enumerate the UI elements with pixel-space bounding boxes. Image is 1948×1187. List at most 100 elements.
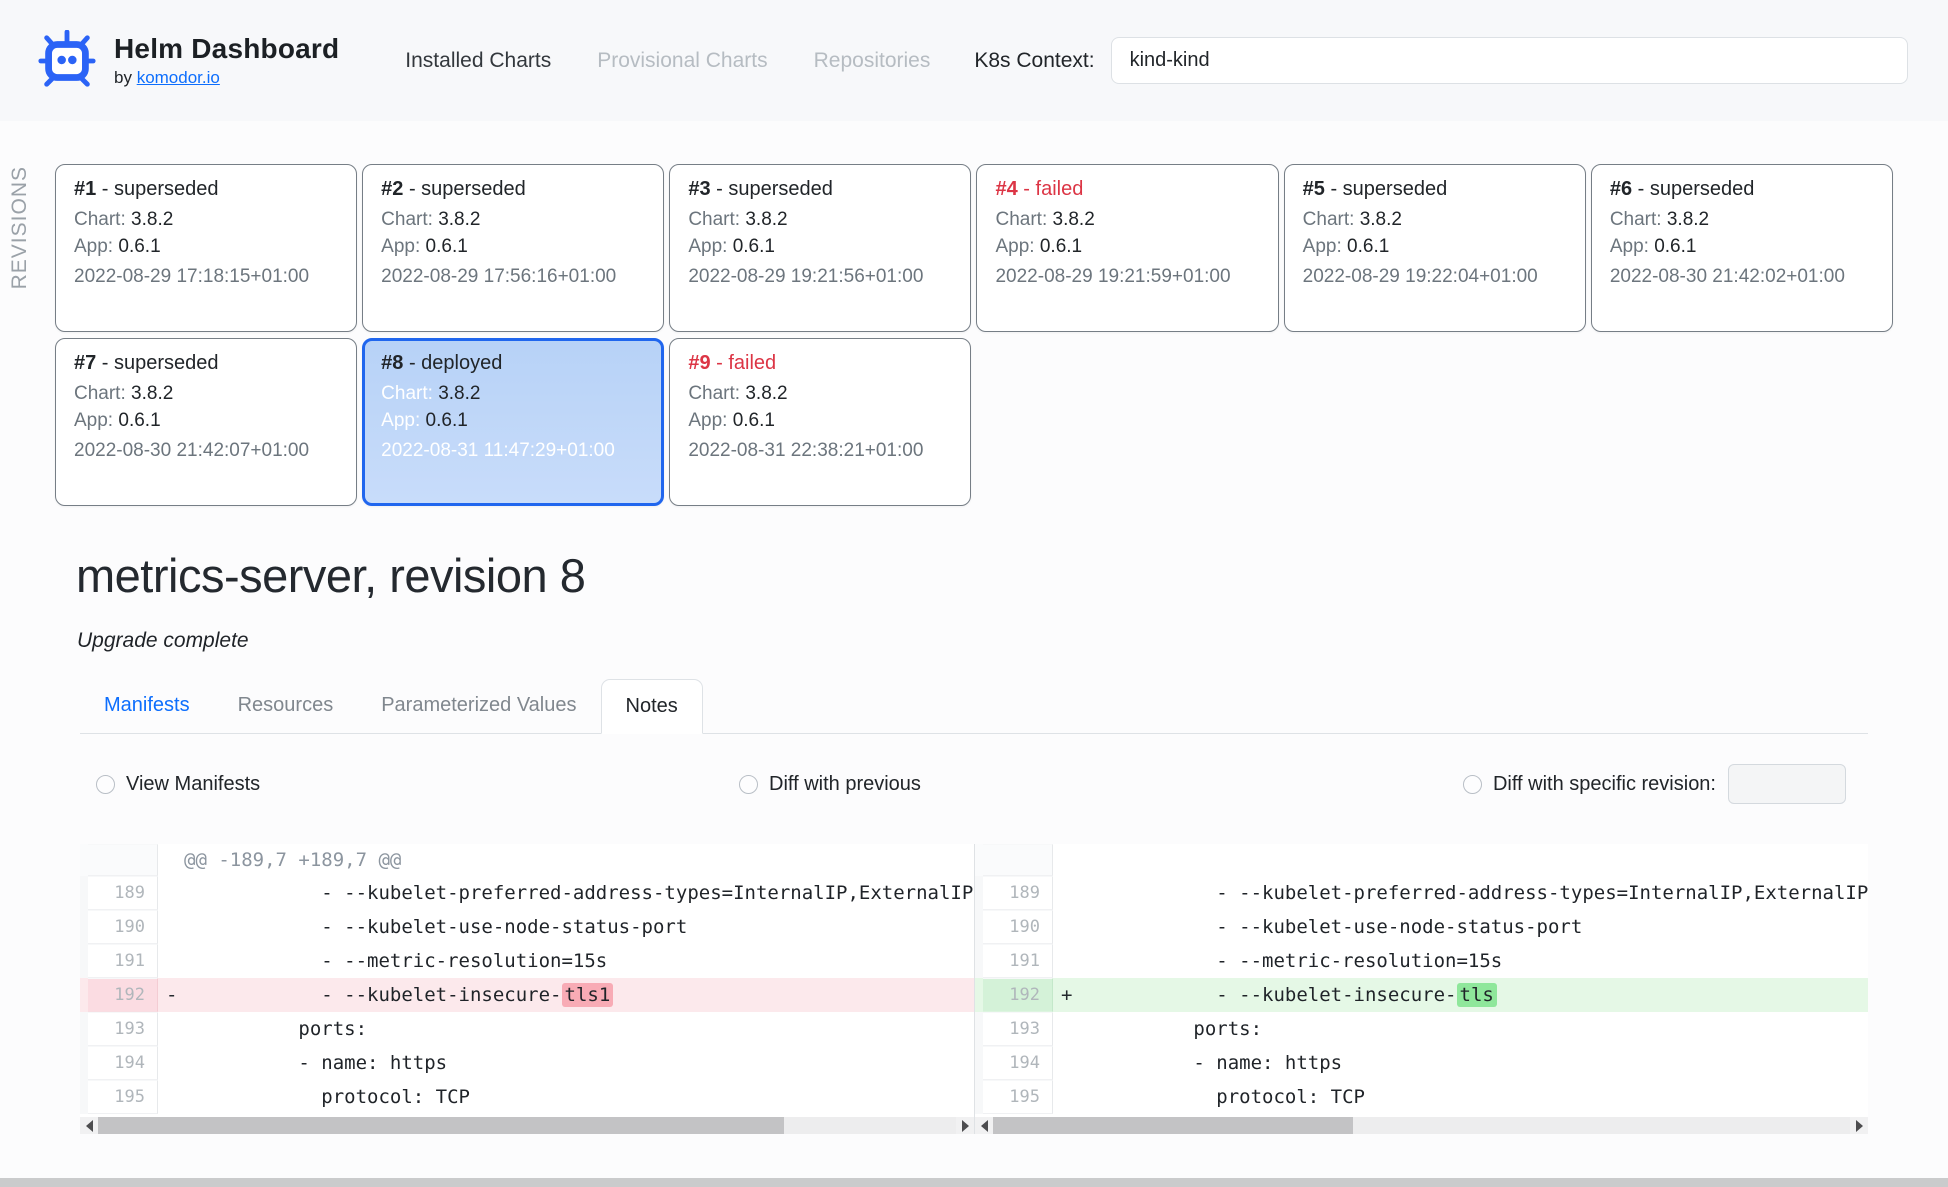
- row-edge: [80, 844, 88, 876]
- page-scrollbar[interactable]: [0, 1178, 1948, 1187]
- chart-version: 3.8.2: [131, 383, 174, 404]
- row-edge: [975, 1012, 983, 1046]
- change-marker: [158, 1080, 184, 1114]
- line-number: 194: [88, 1046, 158, 1080]
- change-marker: [1053, 1046, 1079, 1080]
- changed-token: tls1: [561, 983, 614, 1007]
- revision-date: 2022-08-29 19:21:59+01:00: [995, 266, 1231, 287]
- revision-card-4[interactable]: #4 - failed Chart: 3.8.2 App: 0.6.1 2022-08…: [976, 164, 1279, 332]
- diff-row-right-195: 195 protocol: TCP: [975, 1080, 1868, 1114]
- radio-diff-with-previous[interactable]: [739, 774, 758, 794]
- chart-version-line: Chart: 3.8.2: [1610, 209, 1874, 231]
- chart-version: 3.8.2: [745, 209, 788, 230]
- diff-row-left-191: 191 - --metric-resolution=15s: [80, 944, 974, 978]
- release-status-text: Upgrade complete: [77, 629, 249, 652]
- revision-card-1[interactable]: #1 - superseded Chart: 3.8.2 App: 0.6.1 202…: [55, 164, 358, 332]
- diff-row-right-192: 192 + - --kubelet-insecure-tls: [975, 978, 1868, 1012]
- change-marker: [158, 1046, 184, 1080]
- app-version-line: App: 0.6.1: [74, 236, 338, 258]
- komodor-link[interactable]: komodor.io: [136, 68, 220, 87]
- line-number: [88, 844, 158, 876]
- app-version: 0.6.1: [425, 410, 468, 431]
- change-marker: -: [166, 984, 178, 1006]
- revision-date: 2022-08-30 21:42:02+01:00: [1609, 266, 1845, 287]
- revision-card-title: #1 - superseded: [74, 178, 219, 200]
- nav-provisional-charts[interactable]: Provisional Charts: [597, 48, 768, 72]
- h-scrollbar-left[interactable]: [80, 1117, 974, 1134]
- code-line: ports:: [1079, 1018, 1263, 1040]
- chart-version-line: Chart: 3.8.2: [381, 383, 645, 405]
- app-label: App:: [688, 236, 733, 257]
- code-line: - --kubelet-preferred-address-types=Inte…: [1216, 882, 1868, 904]
- code-line: protocol: TCP: [1079, 1086, 1365, 1108]
- chart-version-line: Chart: 3.8.2: [1303, 209, 1567, 231]
- line-number: 189: [88, 876, 158, 910]
- revision-card-8[interactable]: #8 - deployed Chart: 3.8.2 App: 0.6.1 2022-…: [362, 338, 665, 506]
- tab-notes[interactable]: Notes: [600, 679, 703, 734]
- app-label: App:: [74, 236, 119, 257]
- diff-row-left-193: 193 ports:: [80, 1012, 974, 1046]
- revision-card-3[interactable]: #3 - superseded Chart: 3.8.2 App: 0.6.1 202…: [669, 164, 972, 332]
- option-diff-with-specific-revision: Diff with specific revision:: [1462, 764, 1846, 804]
- line-number: 193: [983, 1012, 1053, 1046]
- chart-version-line: Chart: 3.8.2: [74, 383, 338, 405]
- app-version: 0.6.1: [425, 236, 468, 257]
- scroll-thumb[interactable]: [98, 1117, 785, 1134]
- code-line: - --kubelet-use-node-status-port: [1079, 916, 1583, 938]
- option-diff-with-previous: Diff with previous: [739, 764, 921, 804]
- radio-diff-with-specific-revision[interactable]: [1462, 774, 1482, 794]
- chart-label: Chart:: [74, 209, 132, 230]
- chart-label: Chart:: [688, 209, 746, 230]
- revision-card-5[interactable]: #5 - superseded Chart: 3.8.2 App: 0.6.1 202…: [1283, 164, 1586, 332]
- scroll-left-arrow[interactable]: [80, 1117, 98, 1134]
- main-nav: Installed Charts Provisional Charts Reposi…: [405, 49, 930, 73]
- scroll-track[interactable]: [993, 1117, 1850, 1134]
- scroll-thumb[interactable]: [993, 1117, 1353, 1134]
- line-number: 192: [88, 978, 158, 1012]
- left-triangle-icon: [85, 1119, 93, 1132]
- diff-panel-left: @@ -189,7 +189,7 @@ 189 - --kubelet-prefe…: [80, 844, 974, 1134]
- revision-card-2[interactable]: #2 - superseded Chart: 3.8.2 App: 0.6.1 202…: [362, 164, 665, 332]
- line-number: 192: [983, 978, 1053, 1012]
- byline-prefix: by: [114, 68, 137, 87]
- app-label: App:: [381, 236, 426, 257]
- code-line: - --kubelet-insecure-tls1: [184, 978, 614, 1012]
- diff-panel-right: 189 - --kubelet-preferred-address-types=…: [974, 844, 1868, 1134]
- tab-manifests[interactable]: Manifests: [104, 694, 190, 716]
- row-edge: [975, 876, 983, 910]
- revision-card-title: #5 - superseded: [1302, 178, 1448, 200]
- app-version-line: App: 0.6.1: [688, 236, 952, 258]
- app-header: Helm Dashboard by komodor.io Installed C…: [0, 0, 1948, 121]
- diff-row-left-194: 194 - name: https: [80, 1046, 974, 1080]
- scroll-right-arrow[interactable]: [956, 1117, 974, 1134]
- left-triangle-icon: [980, 1119, 988, 1132]
- diff-row-right-190: 190 - --kubelet-use-node-status-port: [975, 910, 1868, 944]
- code-line: protocol: TCP: [184, 1086, 470, 1108]
- line-number: 191: [983, 944, 1053, 978]
- app-version: 0.6.1: [732, 236, 775, 257]
- h-scrollbar-right[interactable]: [975, 1117, 1868, 1134]
- revision-date: 2022-08-31 11:47:29+01:00: [381, 440, 615, 461]
- scroll-track[interactable]: [98, 1117, 956, 1134]
- scroll-right-arrow[interactable]: [1850, 1117, 1868, 1134]
- tab-parameterized-values[interactable]: Parameterized Values: [381, 694, 577, 716]
- code-line: - --metric-resolution=15s: [184, 950, 608, 972]
- revision-card-7[interactable]: #7 - superseded Chart: 3.8.2 App: 0.6.1 202…: [55, 338, 358, 506]
- revision-date: 2022-08-29 19:21:56+01:00: [688, 266, 924, 287]
- revision-card-title: #2 - superseded: [381, 178, 526, 200]
- nav-installed-charts[interactable]: Installed Charts: [405, 48, 552, 72]
- radio-view-manifests[interactable]: [96, 774, 115, 794]
- revision-card-9[interactable]: #9 - failed Chart: 3.8.2 App: 0.6.1 2022-08…: [669, 338, 972, 506]
- diff-row-left-189: 189 - --kubelet-preferred-address-types=…: [80, 876, 974, 910]
- chart-version: 3.8.2: [1666, 209, 1710, 230]
- specific-revision-input[interactable]: [1728, 764, 1846, 804]
- tab-bar: Manifests Resources Parameterized Values No…: [80, 679, 1868, 734]
- scroll-left-arrow[interactable]: [975, 1117, 993, 1134]
- nav-repositories[interactable]: Repositories: [813, 48, 931, 72]
- revision-card-6[interactable]: #6 - superseded Chart: 3.8.2 App: 0.6.1 202…: [1590, 164, 1893, 332]
- app-version-line: App: 0.6.1: [381, 410, 645, 432]
- tab-resources[interactable]: Resources: [237, 694, 334, 716]
- code-line: ports:: [184, 1018, 368, 1040]
- chart-version: 3.8.2: [438, 209, 481, 230]
- k8s-context-input[interactable]: [1110, 37, 1908, 84]
